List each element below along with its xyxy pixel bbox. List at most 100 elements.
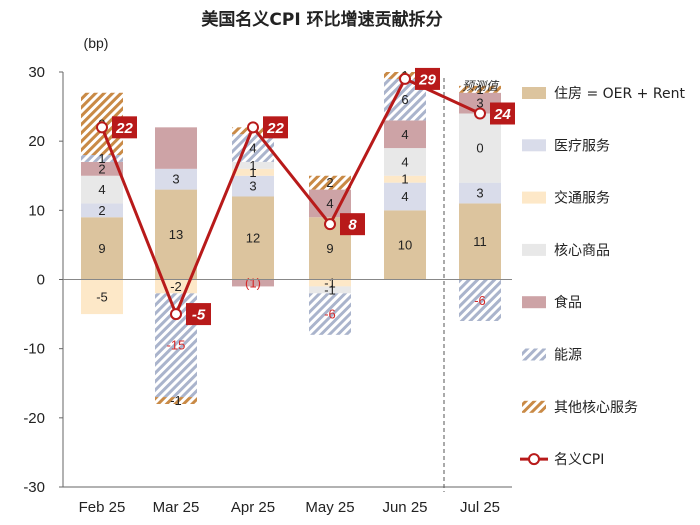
bar-segment-label: 4 <box>326 196 333 211</box>
bar-segment-label: 3 <box>249 179 256 194</box>
cpi-point <box>399 72 411 85</box>
bar-segment <box>309 293 351 335</box>
bar-segment-label: 4 <box>249 141 256 156</box>
x-category-label: Jun 25 <box>382 499 427 516</box>
chart-title: 美国名义CPI 环比增速贡献拆分 <box>201 9 442 30</box>
bar-segment-label: 10 <box>398 237 412 252</box>
bar-segment <box>81 203 123 218</box>
y-tick-label: 10 <box>28 202 45 219</box>
cpi-point <box>247 121 259 134</box>
x-axis-categories: Feb 25 Mar 25 Apr 25 May 25 Jun 25 Jul 25 <box>79 499 500 516</box>
cpi-value-box <box>415 67 440 90</box>
legend-swatch <box>522 139 546 152</box>
bar-segment <box>459 279 501 321</box>
y-tick-label: -20 <box>23 410 45 427</box>
legend-swatch <box>522 243 546 256</box>
bar-segment-label: -6 <box>474 293 486 308</box>
y-tick-label: 0 <box>37 272 45 289</box>
cpi-value-label: 24 <box>493 106 511 123</box>
x-category-label: May 25 <box>305 499 354 516</box>
bar-segment-label: -1 <box>170 393 182 408</box>
bar-segment <box>309 279 351 287</box>
x-category-label: Apr 25 <box>231 499 275 516</box>
y-tick-label: 20 <box>28 133 45 150</box>
bar-segment-label: -6 <box>324 307 336 322</box>
y-tick-label: 30 <box>28 64 45 81</box>
bar-segment <box>384 148 426 176</box>
bar-segment-label: 6 <box>401 92 408 107</box>
forecast-label: 预测值 <box>462 79 500 93</box>
legend-swatch <box>522 348 546 361</box>
cpi-point <box>96 121 108 134</box>
bar-segment <box>232 134 274 162</box>
bar-segment-label: 9 <box>326 241 333 256</box>
bar-segment <box>155 189 197 280</box>
legend-label: 核心商品 <box>554 243 610 259</box>
bar-segment <box>459 113 501 183</box>
bar-segment-label: 1 <box>249 158 256 173</box>
bar-segment-label: 1 <box>401 172 408 187</box>
cpi-point <box>474 107 486 120</box>
cpi-value-label: 8 <box>348 217 357 234</box>
bar-segment <box>232 175 274 197</box>
cpi-value-box <box>112 116 137 139</box>
bar-segment <box>232 168 274 176</box>
bar-segment-label: 1 <box>98 151 105 166</box>
cpi-value-box <box>186 303 211 326</box>
bar-segment <box>155 127 197 169</box>
bar-segment-label: 4 <box>98 182 105 197</box>
legend-line-marker <box>528 453 540 466</box>
legend-swatch <box>522 191 546 204</box>
bar-segment <box>232 196 274 280</box>
bar-segment <box>384 210 426 280</box>
legend-label: 能源 <box>554 348 582 364</box>
legend-swatch <box>522 87 546 99</box>
bar-segment <box>384 120 426 149</box>
cpi-value-label: 29 <box>418 71 436 88</box>
bar-segment-label: -1 <box>324 282 336 297</box>
bar-segment-label: 3 <box>476 186 483 201</box>
x-category-label: Feb 25 <box>79 499 126 516</box>
bar-segment <box>81 175 123 204</box>
bar-segment <box>81 217 123 280</box>
bar-segment <box>81 161 123 176</box>
bar-segment <box>459 203 501 280</box>
bar-segment-label: 0 <box>476 141 483 156</box>
bar-segment <box>155 397 197 404</box>
bar-segment-label: 1 <box>249 165 256 180</box>
y-axis-unit: (bp) <box>84 35 109 51</box>
bar-segment-label: 4 <box>401 127 408 142</box>
bar-segment-label: 2 <box>98 203 105 218</box>
bar-segment-label: (1) <box>245 275 261 290</box>
y-axis: -30 -20 -10 0 10 20 30 <box>23 64 63 496</box>
bar-segment <box>309 175 351 190</box>
cpi-point <box>170 308 182 321</box>
legend-label: 医疗服务 <box>554 138 610 154</box>
bar-segment <box>459 182 501 204</box>
bar-segment-label: -1 <box>324 275 336 290</box>
bar-segment <box>459 85 501 93</box>
legend-label: 名义CPI <box>554 452 604 468</box>
bar-segment <box>81 279 123 315</box>
legend-label: 交通服务 <box>554 190 610 207</box>
legend-label: 其他核心服务 <box>554 400 638 416</box>
bar-segment <box>155 168 197 190</box>
cpi-value-label: 22 <box>266 120 284 137</box>
bar-segment <box>309 286 351 294</box>
cpi-value-box <box>263 116 288 139</box>
bar-segment-label: 11 <box>473 234 487 249</box>
forecast-marker: 预测值 <box>443 78 500 492</box>
legend: 住房 = OER + Rent 医疗服务交通服务核心商品食品能源其他核心服务名义C… <box>520 86 685 468</box>
bar-segment <box>384 175 426 183</box>
bar-segment-label: 1 <box>476 82 483 97</box>
cpi-value-label: -5 <box>192 307 206 324</box>
bar-segment <box>81 155 123 162</box>
bar-segment-label: 12 <box>246 231 260 246</box>
bar-segment <box>232 161 274 169</box>
bar-segment-label: 4 <box>401 154 408 169</box>
bar-segment-label: 9 <box>98 241 105 256</box>
segment-labels: 92-54219133-2-15-112311(1)49-1-14-621041… <box>96 68 487 408</box>
cpi-value-label: 22 <box>115 120 133 137</box>
